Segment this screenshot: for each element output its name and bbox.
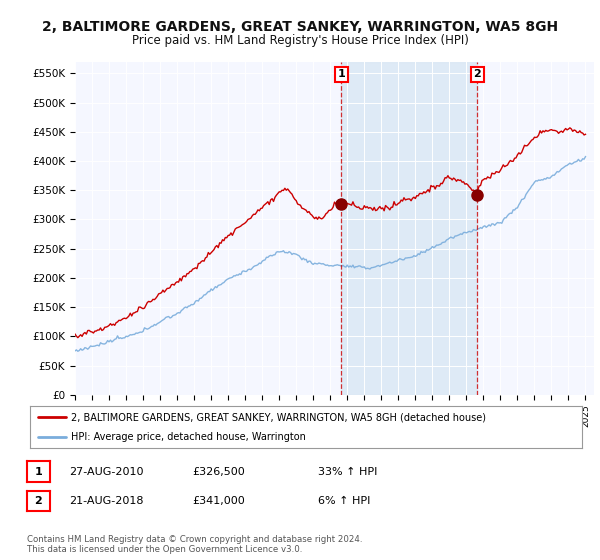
Text: HPI: Average price, detached house, Warrington: HPI: Average price, detached house, Warr… bbox=[71, 432, 306, 442]
Text: 2: 2 bbox=[35, 496, 42, 506]
Text: 33% ↑ HPI: 33% ↑ HPI bbox=[318, 466, 377, 477]
Text: 2, BALTIMORE GARDENS, GREAT SANKEY, WARRINGTON, WA5 8GH (detached house): 2, BALTIMORE GARDENS, GREAT SANKEY, WARR… bbox=[71, 412, 487, 422]
Text: 6% ↑ HPI: 6% ↑ HPI bbox=[318, 496, 370, 506]
Text: 1: 1 bbox=[337, 69, 345, 80]
Text: 21-AUG-2018: 21-AUG-2018 bbox=[69, 496, 143, 506]
Text: £341,000: £341,000 bbox=[192, 496, 245, 506]
Text: 27-AUG-2010: 27-AUG-2010 bbox=[69, 466, 143, 477]
Text: Contains HM Land Registry data © Crown copyright and database right 2024.
This d: Contains HM Land Registry data © Crown c… bbox=[27, 535, 362, 554]
Bar bbox=[341, 62, 478, 395]
Text: £326,500: £326,500 bbox=[192, 466, 245, 477]
Text: 1: 1 bbox=[35, 466, 42, 477]
Text: Price paid vs. HM Land Registry's House Price Index (HPI): Price paid vs. HM Land Registry's House … bbox=[131, 34, 469, 46]
Text: 2: 2 bbox=[473, 69, 481, 80]
Text: 2, BALTIMORE GARDENS, GREAT SANKEY, WARRINGTON, WA5 8GH: 2, BALTIMORE GARDENS, GREAT SANKEY, WARR… bbox=[42, 20, 558, 34]
